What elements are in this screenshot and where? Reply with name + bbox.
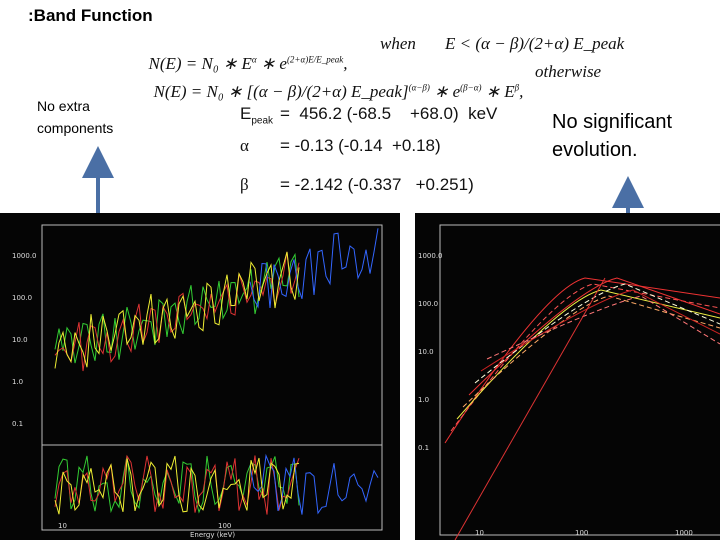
model-curve [486, 295, 720, 360]
residual-trace [54, 455, 300, 514]
y-tick-label: 0.1 [12, 420, 23, 428]
eq-tail: , [519, 82, 524, 101]
spectrum-trace [249, 228, 379, 309]
param-symbol: Epeak [240, 104, 273, 126]
model-plot: 1000.0 100.0 10.0 1.0 0.1 10 100 1000 [415, 213, 720, 540]
plot-bg [415, 213, 720, 540]
equation: N(E) = N₀ ∗ Eα ∗ e(2+α)E/E_peak, [140, 34, 348, 74]
equation: N(E) = N₀ ∗ [(α − β)/(2+α) E_peak](α−β) … [145, 62, 524, 102]
plot-bg [0, 213, 400, 540]
eq-exp: (α−β) [408, 82, 430, 93]
x-tick-label: 1000 [675, 529, 693, 537]
param-symbol: α [240, 136, 249, 155]
x-tick-label: 10 [58, 522, 67, 530]
residual-trace [249, 453, 379, 515]
residual-trace [54, 455, 300, 515]
x-axis-label: Energy (keV) [190, 531, 235, 539]
y-tick-label: 100.0 [12, 294, 32, 302]
y-tick-label: 0.1 [418, 444, 429, 452]
model-curve [480, 289, 720, 372]
eq-term: N(E) = N₀ ∗ [(α − β)/(2+α) E_peak] [153, 82, 409, 101]
eq-condition: E < (α − β)/(2+α) E_peak [445, 34, 625, 53]
spectrum-trace [54, 251, 300, 372]
eq-term: N(E) = N₀ ∗ E [148, 54, 252, 73]
x-tick-label: 100 [575, 529, 588, 537]
param-value: = -0.13 (-0.14 +0.18) [280, 136, 441, 155]
eq-exp: (β−α) [460, 82, 482, 93]
spectrum-plot: Energy (keV) 1000.0 100.0 10.0 1.0 0.1 10 100 [0, 213, 400, 540]
eq-term: ∗ e [429, 82, 461, 101]
left-note: No extra components [37, 98, 114, 136]
eq-exp: β [514, 82, 520, 93]
model-curve [454, 277, 606, 540]
eq-exp: (2+α)E/E_peak [286, 54, 344, 65]
model-curve [456, 289, 720, 420]
y-tick-label: 10.0 [418, 348, 434, 356]
eq-otherwise: otherwise [535, 62, 602, 81]
eq-tail: , [343, 54, 348, 73]
y-tick-label: 1000.0 [418, 252, 443, 260]
x-tick-label: 100 [218, 522, 231, 530]
spectrum-trace [54, 251, 300, 369]
eq-when: when [380, 34, 416, 53]
y-tick-label: 100.0 [418, 300, 438, 308]
eq-term: ∗ E [481, 82, 515, 101]
y-tick-label: 1.0 [418, 396, 429, 404]
symbol: E [240, 104, 252, 123]
param-value: = 456.2 (-68.5 +68.0) keV [280, 104, 498, 123]
slide-title: :Band Function [28, 6, 153, 25]
plot-frame [439, 224, 720, 536]
symbol-sub: peak [251, 115, 274, 127]
residual-trace [54, 454, 300, 515]
y-tick-label: 1.0 [12, 378, 23, 386]
plot-frame [41, 444, 383, 531]
eq-exp: α [251, 54, 257, 65]
y-tick-label: 1000.0 [12, 252, 37, 260]
param-symbol: β [240, 175, 249, 194]
eq-term: ∗ e [256, 54, 287, 73]
y-tick-label: 10.0 [12, 336, 28, 344]
param-value: = -2.142 (-0.337 +0.251) [280, 175, 474, 194]
right-note: No significant evolution. [552, 111, 673, 161]
x-tick-label: 10 [475, 529, 484, 537]
model-curve [474, 283, 720, 384]
model-curve [468, 277, 720, 396]
